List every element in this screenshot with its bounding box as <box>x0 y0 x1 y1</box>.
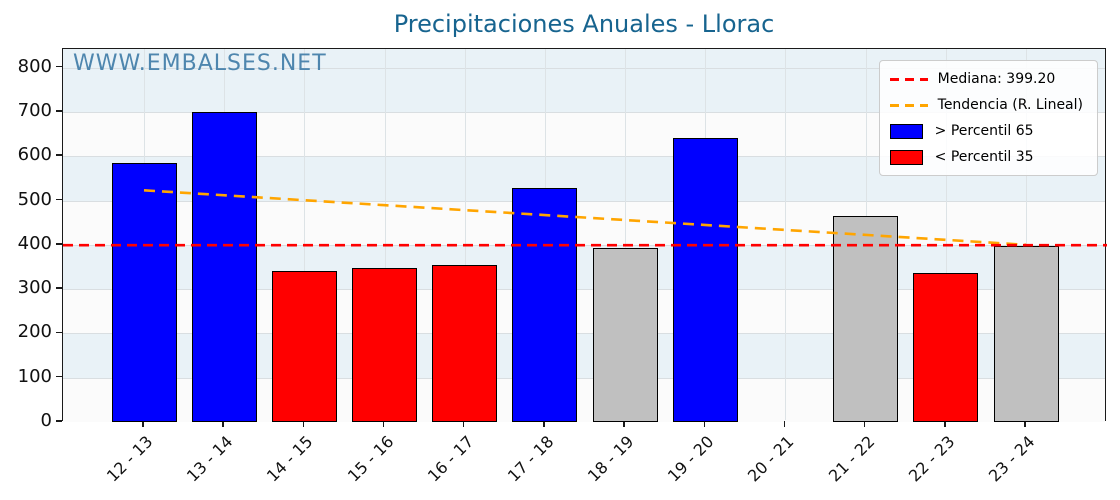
y-gridline <box>63 67 1105 69</box>
x-tick-label: 17 - 18 <box>503 432 558 486</box>
legend-label: < Percentil 35 <box>934 149 1034 165</box>
x-tick-label: 13 - 14 <box>183 432 237 486</box>
x-tick-mark <box>543 421 545 427</box>
x-tick-label: 22 - 23 <box>904 432 959 486</box>
y-tick-label: 100 <box>17 365 52 387</box>
y-tick-mark <box>56 154 62 156</box>
y-gridline <box>63 156 1105 158</box>
x-gridline <box>625 49 627 420</box>
legend-label: Tendencia (R. Lineal) <box>937 97 1083 113</box>
x-tick-label: 16 - 17 <box>423 432 478 486</box>
dashed-line-icon <box>889 77 928 81</box>
legend-label: > Percentil 65 <box>934 123 1034 139</box>
y-gridline <box>63 111 1105 113</box>
y-gridline <box>63 377 1105 379</box>
y-tick-mark <box>56 243 62 245</box>
y-gridline <box>63 333 1105 335</box>
y-tick-mark <box>56 331 62 334</box>
plot-area: WWW.EMBALSES.NET Mediana: 399.20 Tendenci… <box>62 48 1107 422</box>
bar-21-22 <box>833 215 899 422</box>
legend-item: Mediana: 399.20 <box>889 66 1083 92</box>
x-tick-label: 21 - 22 <box>824 432 879 486</box>
x-tick-mark <box>142 421 144 427</box>
x-gridline <box>384 49 386 420</box>
x-tick-label: 14 - 15 <box>263 432 317 486</box>
y-tick-mark <box>56 110 62 112</box>
x-tick-mark <box>703 421 706 427</box>
bar-17-18 <box>512 188 578 422</box>
y-tick-mark <box>56 420 62 422</box>
y-tick-label: 200 <box>17 321 52 343</box>
bar-12-13 <box>111 163 177 422</box>
bar-13-14 <box>191 111 257 422</box>
x-tick-mark <box>944 421 946 427</box>
x-gridline <box>464 49 466 420</box>
bar-15-16 <box>352 268 418 422</box>
x-tick-label: 19 - 20 <box>664 432 718 486</box>
x-tick-mark <box>1024 421 1026 427</box>
y-tick-label: 800 <box>17 55 52 77</box>
y-tick-mark <box>56 65 62 68</box>
x-tick-mark <box>302 421 305 427</box>
x-tick-label: 18 - 19 <box>584 432 638 486</box>
x-gridline <box>304 49 306 420</box>
x-tick-mark <box>462 421 465 427</box>
y-gridline <box>63 289 1105 291</box>
y-tick-label: 600 <box>17 144 52 166</box>
x-tick-mark <box>222 421 224 427</box>
y-tick-label: 0 <box>40 410 52 431</box>
legend-item: < Percentil 35 <box>889 144 1083 170</box>
x-tick-mark <box>382 421 385 427</box>
y-tick-label: 500 <box>17 188 52 210</box>
legend-label: Mediana: 399.20 <box>937 71 1056 87</box>
x-gridline <box>785 49 787 420</box>
y-tick-label: 400 <box>17 232 52 254</box>
bar-18-19 <box>592 248 658 422</box>
color-patch-icon <box>889 149 923 165</box>
y-tick-label: 300 <box>17 277 52 299</box>
chart-title: Precipitaciones Anuales - Llorac <box>393 10 775 38</box>
x-tick-label: 12 - 13 <box>102 432 157 486</box>
y-tick-mark <box>56 375 62 378</box>
lines-overlay <box>63 189 1107 247</box>
x-tick-label: 20 - 21 <box>744 432 798 486</box>
x-tick-mark <box>863 421 866 427</box>
x-gridline <box>945 49 947 420</box>
x-tick-label: 15 - 16 <box>343 432 397 486</box>
bar-14-15 <box>271 270 337 422</box>
x-tick-mark <box>783 421 786 427</box>
y-tick-label: 700 <box>17 99 52 121</box>
x-tick-mark <box>623 421 625 427</box>
legend-item: > Percentil 65 <box>889 118 1083 144</box>
x-gridline <box>1026 49 1027 420</box>
y-tick-mark <box>56 287 62 289</box>
trend-line <box>143 189 1027 247</box>
y-tick-mark <box>56 198 62 201</box>
bar-19-20 <box>672 138 738 422</box>
y-gridline <box>63 200 1105 202</box>
bar-23-24 <box>993 245 1059 422</box>
bar-16-17 <box>432 265 498 422</box>
legend: Mediana: 399.20 Tendencia (R. Lineal) > Pe… <box>878 60 1098 176</box>
watermark: WWW.EMBALSES.NET <box>73 51 327 76</box>
bar-22-23 <box>913 272 979 422</box>
dashed-line-icon <box>889 103 928 107</box>
legend-item: Tendencia (R. Lineal) <box>889 92 1083 118</box>
x-tick-label: 23 - 24 <box>984 432 1039 486</box>
color-patch-icon <box>889 123 923 139</box>
